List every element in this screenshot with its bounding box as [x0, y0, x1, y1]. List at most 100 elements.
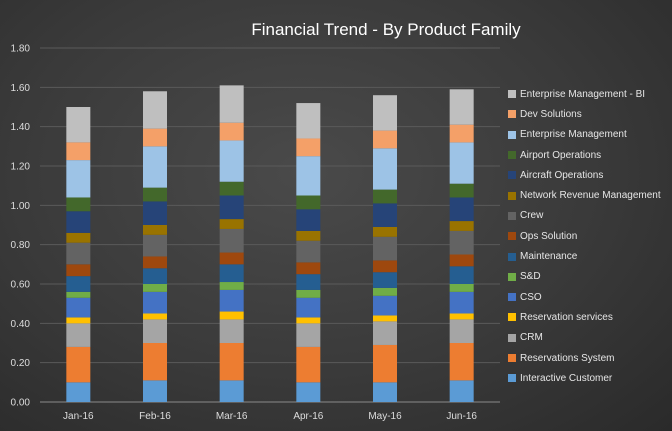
bar-segment — [296, 195, 321, 210]
bar-segment — [143, 225, 167, 235]
legend-swatch — [508, 232, 516, 241]
bar-segment — [373, 203, 397, 227]
legend-item: Reservations System — [508, 348, 668, 368]
bar-segment — [373, 287, 397, 296]
legend-swatch — [508, 130, 516, 139]
legend-swatch — [508, 151, 516, 160]
x-tick-label: Apr-16 — [293, 411, 323, 422]
legend-label: Enterprise Management — [520, 129, 627, 141]
legend-label: Reservations System — [520, 352, 615, 364]
bar-segment — [219, 343, 244, 381]
bar-segment — [143, 319, 167, 343]
legend-swatch — [508, 293, 516, 302]
legend-label: Airport Operations — [520, 149, 602, 161]
legend-label: CSO — [520, 291, 542, 303]
y-tick-label: 1.20 — [11, 162, 31, 173]
bar-segment — [219, 228, 244, 253]
bar-segment — [219, 85, 244, 123]
bar-segment — [66, 291, 91, 298]
legend-item: S&D — [508, 267, 668, 287]
bar-segment — [143, 284, 167, 292]
bar-segment — [219, 264, 244, 283]
x-tick-label: May-16 — [368, 411, 402, 422]
bar-segment — [66, 242, 91, 265]
bar-segment — [66, 317, 91, 324]
bar-segment — [219, 252, 244, 265]
y-tick-label: 1.60 — [11, 83, 31, 94]
y-tick-label: 1.80 — [11, 44, 31, 55]
bar-segment — [296, 209, 321, 231]
bar-segment — [449, 313, 474, 320]
bar-segment — [143, 291, 167, 314]
legend-item: CRM — [508, 328, 668, 348]
bar-segment — [296, 138, 321, 157]
legend-label: Interactive Customer — [520, 372, 613, 384]
legend-label: Dev Solutions — [520, 108, 582, 120]
bar-segment — [296, 274, 321, 290]
legend-label: Maintenance — [520, 251, 578, 263]
bar-segment — [449, 266, 474, 284]
bar-segment — [296, 297, 321, 318]
legend-swatch — [508, 354, 516, 362]
bar-segment — [449, 89, 474, 125]
legend-item: Aircraft Operations — [508, 165, 668, 185]
bar-segment — [449, 343, 474, 381]
legend-swatch — [508, 374, 516, 383]
bar-segment — [143, 128, 167, 147]
legend-swatch — [508, 333, 516, 342]
bar-segment — [449, 254, 474, 267]
bar-segment — [143, 234, 167, 257]
bar-segment — [143, 91, 167, 129]
bar-segment — [219, 289, 244, 312]
bar-segment — [66, 264, 91, 277]
chart-title: Financial Trend - By Product Family — [251, 20, 521, 39]
bar-segment — [143, 201, 167, 225]
legend: Enterprise Management - BI Dev Solutions E… — [508, 84, 668, 388]
legend-item: Interactive Customer — [508, 368, 668, 388]
bar-segment — [373, 321, 397, 345]
legend-item: Reservation services — [508, 307, 668, 327]
bar-segment — [143, 146, 167, 188]
bar-segment — [219, 140, 244, 182]
y-tick-label: 1.00 — [11, 201, 31, 212]
bar-segment — [66, 346, 91, 383]
x-tick-label: Feb-16 — [139, 411, 171, 422]
bar-segment — [219, 380, 244, 402]
bar-segment — [296, 103, 321, 139]
bar-segment — [143, 187, 167, 202]
bar-segment — [66, 211, 91, 233]
legend-label: Network Revenue Management — [520, 190, 661, 202]
bar-segment — [66, 107, 91, 143]
legend-item: Dev Solutions — [508, 104, 668, 124]
legend-label: Enterprise Management - BI — [520, 88, 646, 100]
bar-segment — [449, 183, 474, 198]
bar-segment — [219, 181, 244, 196]
bar-segment — [296, 240, 321, 263]
bar-segment — [373, 260, 397, 273]
y-tick-label: 0.00 — [11, 398, 31, 409]
x-tick-label: Jan-16 — [63, 411, 94, 422]
bar-segment — [219, 282, 244, 290]
bar-segment — [66, 382, 91, 402]
bar-segment — [296, 262, 321, 275]
x-tick-label: Jun-16 — [446, 411, 477, 422]
legend-swatch — [508, 90, 516, 99]
bar-segment — [66, 276, 91, 292]
bar-segment — [373, 315, 397, 322]
bar-segment — [143, 268, 167, 284]
legend-swatch — [508, 252, 516, 261]
bar-segment — [143, 343, 167, 381]
bar-segment — [449, 291, 474, 314]
bar-segment — [66, 160, 91, 198]
legend-swatch — [508, 313, 516, 322]
legend-label: Reservation services — [520, 311, 613, 323]
bar-segment — [66, 197, 91, 212]
legend-item: Enterprise Management - BI — [508, 84, 668, 104]
bar-segment — [219, 319, 244, 343]
bar-segment — [143, 313, 167, 320]
legend-label: Ops Solution — [520, 230, 578, 242]
legend-item: Airport Operations — [508, 145, 668, 165]
bar-segment — [449, 124, 474, 143]
